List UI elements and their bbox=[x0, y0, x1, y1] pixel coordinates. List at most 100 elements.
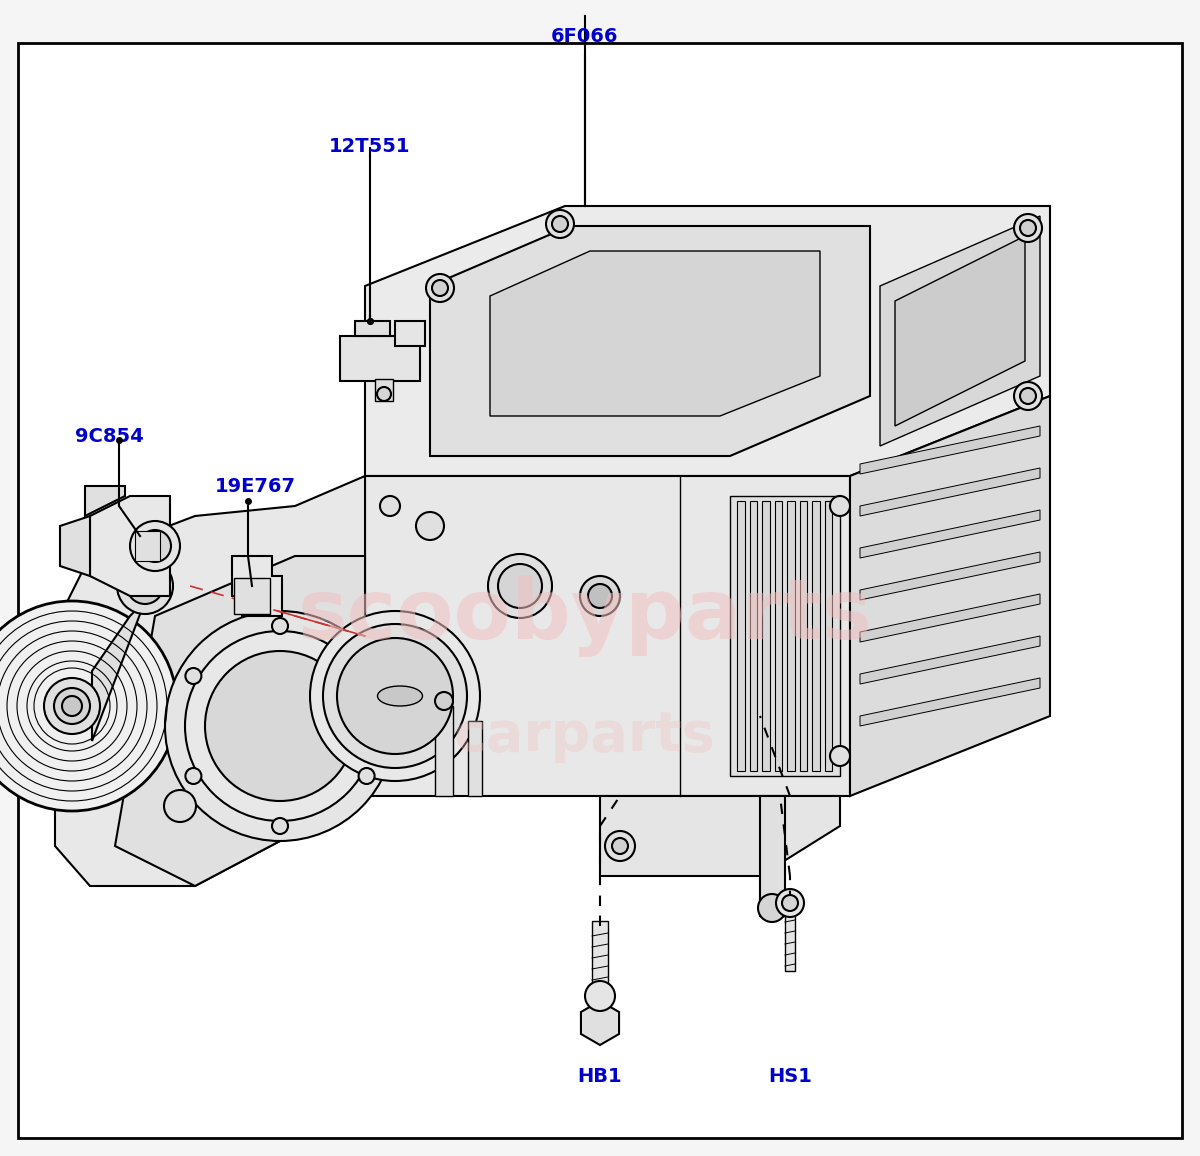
Polygon shape bbox=[880, 216, 1040, 446]
Polygon shape bbox=[860, 468, 1040, 516]
Circle shape bbox=[164, 790, 196, 822]
Text: scoobyparts: scoobyparts bbox=[298, 575, 872, 657]
Circle shape bbox=[586, 981, 616, 1012]
Circle shape bbox=[1014, 381, 1042, 410]
Polygon shape bbox=[860, 427, 1040, 474]
Circle shape bbox=[337, 638, 454, 754]
Circle shape bbox=[580, 576, 620, 616]
Polygon shape bbox=[115, 556, 365, 885]
Text: 6F066: 6F066 bbox=[551, 27, 619, 45]
Circle shape bbox=[612, 838, 628, 854]
Circle shape bbox=[118, 558, 173, 614]
Circle shape bbox=[185, 668, 202, 684]
Circle shape bbox=[758, 894, 786, 922]
Ellipse shape bbox=[378, 686, 422, 706]
Circle shape bbox=[54, 688, 90, 724]
Circle shape bbox=[1020, 220, 1036, 236]
Circle shape bbox=[1014, 214, 1042, 242]
Circle shape bbox=[130, 521, 180, 571]
Circle shape bbox=[776, 889, 804, 917]
Polygon shape bbox=[92, 601, 145, 741]
Circle shape bbox=[44, 679, 100, 734]
Circle shape bbox=[272, 818, 288, 833]
Circle shape bbox=[830, 746, 850, 766]
Polygon shape bbox=[581, 1001, 619, 1045]
Polygon shape bbox=[774, 501, 782, 771]
Circle shape bbox=[498, 564, 542, 608]
Circle shape bbox=[377, 387, 391, 401]
Circle shape bbox=[488, 554, 552, 618]
Circle shape bbox=[830, 496, 850, 516]
Text: HS1: HS1 bbox=[768, 1067, 812, 1085]
Circle shape bbox=[127, 568, 163, 603]
Circle shape bbox=[426, 274, 454, 302]
Polygon shape bbox=[860, 553, 1040, 600]
Text: 9C854: 9C854 bbox=[74, 427, 144, 445]
Circle shape bbox=[62, 696, 82, 716]
Bar bbox=[592, 921, 608, 1001]
Bar bbox=[730, 496, 840, 776]
Circle shape bbox=[205, 651, 355, 801]
Polygon shape bbox=[90, 496, 170, 596]
Circle shape bbox=[139, 529, 172, 562]
Circle shape bbox=[359, 668, 374, 684]
Bar bbox=[785, 906, 796, 971]
Text: 12T551: 12T551 bbox=[329, 136, 410, 156]
Text: 19E767: 19E767 bbox=[215, 476, 296, 496]
Circle shape bbox=[310, 612, 480, 781]
Polygon shape bbox=[860, 679, 1040, 726]
Circle shape bbox=[432, 280, 448, 296]
FancyBboxPatch shape bbox=[360, 659, 384, 683]
Polygon shape bbox=[750, 501, 757, 771]
Circle shape bbox=[323, 624, 467, 768]
Polygon shape bbox=[812, 501, 820, 771]
Polygon shape bbox=[737, 501, 744, 771]
Circle shape bbox=[272, 618, 288, 633]
Polygon shape bbox=[860, 510, 1040, 558]
Circle shape bbox=[418, 644, 442, 668]
Polygon shape bbox=[85, 486, 125, 516]
Text: HB1: HB1 bbox=[577, 1067, 623, 1085]
Polygon shape bbox=[762, 501, 769, 771]
Polygon shape bbox=[787, 501, 794, 771]
Polygon shape bbox=[860, 636, 1040, 684]
Polygon shape bbox=[365, 206, 1050, 476]
Circle shape bbox=[436, 692, 454, 710]
Circle shape bbox=[185, 631, 374, 821]
Circle shape bbox=[1020, 388, 1036, 403]
Circle shape bbox=[380, 746, 400, 766]
Polygon shape bbox=[895, 236, 1025, 427]
Circle shape bbox=[166, 612, 395, 842]
Circle shape bbox=[380, 496, 400, 516]
Circle shape bbox=[416, 512, 444, 540]
Polygon shape bbox=[430, 227, 870, 455]
Circle shape bbox=[552, 216, 568, 232]
Circle shape bbox=[605, 831, 635, 861]
Polygon shape bbox=[860, 594, 1040, 642]
Polygon shape bbox=[600, 796, 840, 876]
Bar bbox=[436, 706, 454, 796]
Circle shape bbox=[782, 895, 798, 911]
Polygon shape bbox=[340, 336, 420, 381]
Text: carparts: carparts bbox=[454, 709, 716, 763]
Polygon shape bbox=[60, 516, 90, 576]
Polygon shape bbox=[850, 397, 1050, 796]
Circle shape bbox=[546, 210, 574, 238]
Circle shape bbox=[0, 601, 178, 812]
Polygon shape bbox=[55, 476, 365, 885]
Polygon shape bbox=[799, 501, 808, 771]
Bar bbox=[234, 578, 270, 614]
Polygon shape bbox=[824, 501, 832, 771]
Polygon shape bbox=[365, 476, 850, 796]
Bar bbox=[468, 721, 482, 796]
Bar bbox=[374, 379, 394, 401]
Circle shape bbox=[588, 584, 612, 608]
Circle shape bbox=[185, 768, 202, 784]
Polygon shape bbox=[355, 321, 390, 336]
Bar bbox=[134, 531, 160, 561]
Polygon shape bbox=[490, 251, 820, 416]
Polygon shape bbox=[760, 796, 785, 921]
Circle shape bbox=[359, 768, 374, 784]
Polygon shape bbox=[395, 321, 425, 346]
Polygon shape bbox=[232, 556, 282, 616]
